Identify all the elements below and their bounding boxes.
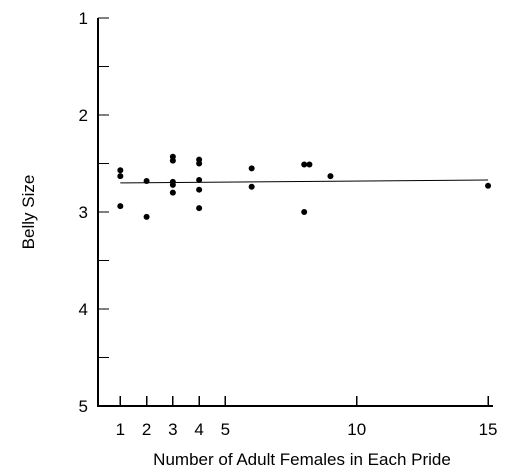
data-point: [196, 160, 203, 167]
x-tick-label: 4: [194, 420, 203, 439]
x-tick-label: 1: [116, 420, 125, 439]
y-tick-label: 1: [79, 9, 88, 28]
data-point: [117, 173, 124, 180]
data-point: [117, 167, 124, 174]
y-axis-ticks: [98, 17, 109, 407]
data-point: [143, 177, 150, 184]
x-axis-ticks: [119, 396, 489, 406]
y-axis-label: Belly Size: [19, 175, 38, 250]
data-point: [169, 181, 176, 188]
data-point: [248, 165, 255, 172]
x-tick-label: 3: [168, 420, 177, 439]
data-point: [196, 186, 203, 193]
x-axis-tick-labels: 1 2 3 4 5 10 15: [116, 420, 498, 439]
data-point: [196, 205, 203, 212]
y-tick-label: 5: [79, 397, 88, 416]
data-point: [196, 176, 203, 183]
data-point: [306, 161, 313, 168]
data-point: [485, 182, 492, 189]
data-point: [169, 189, 176, 196]
x-tick-label: 2: [142, 420, 151, 439]
data-point: [169, 157, 176, 164]
trend-line: [120, 179, 489, 184]
data-point: [248, 183, 255, 190]
y-axis-tick-labels: 1 2 3 4 5: [79, 9, 88, 416]
y-tick-label: 4: [79, 300, 88, 319]
y-tick-label: 3: [79, 203, 88, 222]
data-points: [117, 153, 492, 220]
x-tick-label: 10: [347, 420, 366, 439]
x-axis-label: Number of Adult Females in Each Pride: [153, 450, 451, 469]
y-tick-label: 2: [79, 106, 88, 125]
data-point: [143, 213, 150, 220]
x-tick-label: 5: [221, 420, 230, 439]
data-point: [301, 161, 308, 168]
x-tick-label: 15: [479, 420, 498, 439]
data-point: [327, 173, 334, 180]
data-point: [117, 203, 124, 210]
data-point: [301, 209, 308, 215]
